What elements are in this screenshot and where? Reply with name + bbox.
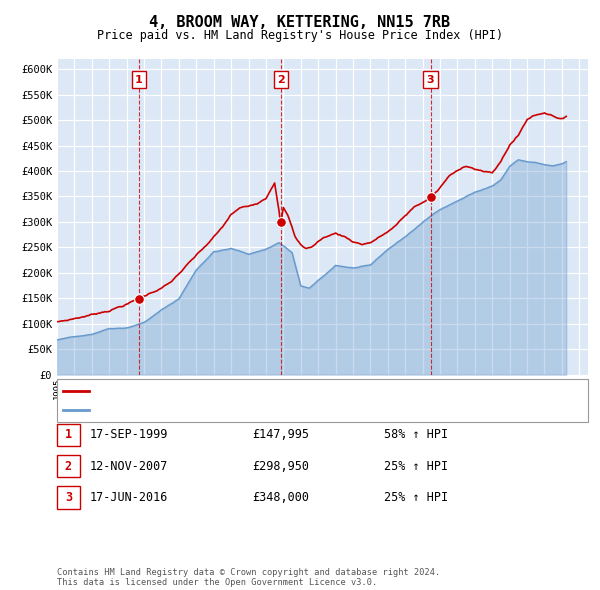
Text: £298,950: £298,950 (252, 460, 309, 473)
Text: £348,000: £348,000 (252, 491, 309, 504)
Text: 17-JUN-2016: 17-JUN-2016 (90, 491, 169, 504)
Text: 25% ↑ HPI: 25% ↑ HPI (384, 460, 448, 473)
Text: 17-SEP-1999: 17-SEP-1999 (90, 428, 169, 441)
Text: 25% ↑ HPI: 25% ↑ HPI (384, 491, 448, 504)
Text: 3: 3 (427, 74, 434, 84)
Text: 1: 1 (65, 428, 72, 441)
Text: 2: 2 (277, 74, 285, 84)
Text: £147,995: £147,995 (252, 428, 309, 441)
Text: HPI: Average price, detached house, North Northamptonshire: HPI: Average price, detached house, Nort… (94, 405, 456, 415)
Text: 4, BROOM WAY, KETTERING, NN15 7RB: 4, BROOM WAY, KETTERING, NN15 7RB (149, 15, 451, 30)
Text: 58% ↑ HPI: 58% ↑ HPI (384, 428, 448, 441)
Text: 4, BROOM WAY, KETTERING, NN15 7RB (detached house): 4, BROOM WAY, KETTERING, NN15 7RB (detac… (94, 386, 406, 396)
Text: Price paid vs. HM Land Registry's House Price Index (HPI): Price paid vs. HM Land Registry's House … (97, 30, 503, 42)
Text: 12-NOV-2007: 12-NOV-2007 (90, 460, 169, 473)
Text: 2: 2 (65, 460, 72, 473)
Text: 3: 3 (65, 491, 72, 504)
Text: 1: 1 (135, 74, 143, 84)
Text: Contains HM Land Registry data © Crown copyright and database right 2024.
This d: Contains HM Land Registry data © Crown c… (57, 568, 440, 587)
